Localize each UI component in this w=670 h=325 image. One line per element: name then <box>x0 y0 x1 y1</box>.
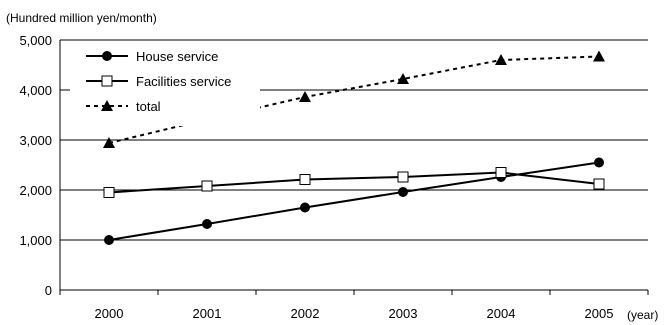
legend-marker <box>101 75 113 87</box>
data-point-0 <box>398 187 408 197</box>
data-point-2 <box>495 54 507 65</box>
series-line-1 <box>108 171 600 194</box>
series-line-0 <box>108 161 600 241</box>
x-tick-label: 2004 <box>487 306 516 321</box>
legend-label: Facilities service <box>136 74 231 89</box>
y-tick-label: 5,000 <box>19 33 52 48</box>
y-tick-label: 1,000 <box>19 233 52 248</box>
legend-label: House service <box>136 49 218 64</box>
legend-label: total <box>136 99 161 114</box>
data-point-0 <box>202 219 212 229</box>
data-point-0 <box>300 202 310 213</box>
x-tick-label: 2002 <box>291 306 320 321</box>
data-point-0 <box>104 235 114 245</box>
x-tick-label: 2001 <box>193 306 222 321</box>
y-tick-label: 2,000 <box>19 183 52 198</box>
y-tick-label: 3,000 <box>19 133 52 148</box>
plot-series <box>103 50 605 245</box>
data-point-1 <box>397 171 409 183</box>
x-tick-label: 2005 <box>585 306 614 321</box>
x-tick-label: 2000 <box>95 306 124 321</box>
y-unit-label: (Hundred million yen/month) <box>6 11 157 25</box>
legend-marker <box>101 100 113 111</box>
data-point-1 <box>495 167 507 178</box>
data-point-1 <box>103 187 115 198</box>
axes: 0 1,000 2,000 3,000 4,000 5,000 2000 2001 2002 20… <box>19 33 649 321</box>
data-point-1 <box>201 180 213 192</box>
x-tick-label: 2003 <box>389 306 418 321</box>
legend-marker <box>102 51 112 61</box>
x-unit-label: (year) <box>627 308 658 322</box>
data-point-2 <box>103 137 115 148</box>
legend: House service Facilities service total <box>70 42 260 126</box>
data-point-1 <box>593 178 605 190</box>
data-point-2 <box>299 91 311 102</box>
data-point-1 <box>299 174 311 185</box>
y-tick-label: 4,000 <box>19 83 52 98</box>
data-point-2 <box>397 73 409 84</box>
y-tick-label: 0 <box>45 283 52 298</box>
data-point-0 <box>594 157 604 168</box>
data-point-2 <box>593 50 605 62</box>
